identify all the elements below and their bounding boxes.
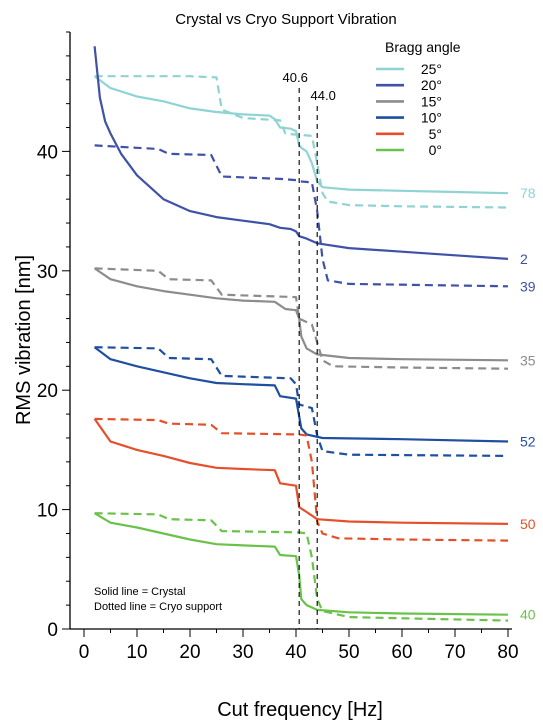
series-line-4-solid: [93, 267, 509, 362]
legend-entry: 15°: [421, 93, 442, 109]
series-end-label: 39: [520, 278, 536, 294]
vertical-lines-group: 40.644.0: [283, 70, 336, 629]
x-axis-label: Cut frequency [Hz]: [217, 699, 383, 721]
vertical-line-label: 44.0: [311, 88, 336, 103]
legend-entry: 5°: [429, 126, 442, 142]
axes-group: 0 10 20 30 40 0 10 20 30 40 50 60 70 80: [37, 31, 519, 663]
series-end-label: 2: [520, 251, 528, 267]
series-line-2-solid: [93, 46, 509, 260]
series-end-label: 35: [520, 352, 536, 368]
series-end-label: 78: [520, 185, 536, 201]
end-labels-group: 78 2 39 35 52 50 40: [520, 185, 536, 622]
y-tick-label: 30: [37, 262, 58, 283]
x-tick-label: 50: [338, 642, 359, 663]
legend-title: Bragg angle: [385, 39, 461, 55]
x-tick-label: 60: [391, 642, 412, 663]
series-end-label: 40: [520, 607, 536, 623]
legend-items: 25°20°15°10°5°0°: [376, 61, 442, 158]
note-dotted-line: Dotted line = Cryo support: [94, 601, 222, 613]
series-line-3-dashed: [94, 144, 509, 288]
y-tick-label: 40: [37, 142, 58, 163]
series-line-5-dashed: [94, 267, 509, 370]
series-line-0-solid: [93, 75, 509, 195]
x-tick-label: 30: [232, 642, 253, 663]
y-axis-label: RMS vibration [nm]: [13, 255, 35, 425]
series-end-label: 52: [520, 434, 536, 450]
x-tick-label: 80: [497, 642, 518, 663]
x-tick-label: 0: [79, 642, 90, 663]
chart-title: Crystal vs Cryo Support Vibration: [175, 11, 396, 28]
vertical-line-label: 40.6: [283, 70, 308, 85]
x-tick-label: 40: [285, 642, 306, 663]
series-line-10-solid: [94, 512, 509, 616]
series-end-label: 50: [520, 516, 536, 532]
legend: Bragg angle 25°20°15°10°5°0°: [376, 39, 461, 158]
series-line-1-dashed: [94, 75, 509, 209]
series-group: [93, 46, 509, 622]
y-ticks: 0 10 20 30 40: [37, 31, 70, 641]
series-line-6-solid: [93, 346, 509, 443]
legend-entry: 0°: [429, 142, 442, 158]
legend-entry: 20°: [421, 77, 442, 93]
x-ticks: 0 10 20 30 40 50 60 70 80: [79, 629, 519, 663]
y-tick-label: 20: [37, 381, 58, 402]
x-tick-label: 70: [444, 642, 465, 663]
x-tick-label: 20: [179, 642, 200, 663]
series-line-9-dashed: [94, 417, 509, 542]
legend-entry: 25°: [421, 61, 442, 77]
legend-entry: 10°: [421, 110, 442, 126]
note-solid-line: Solid line = Crystal: [94, 586, 185, 598]
y-tick-label: 10: [37, 501, 58, 522]
x-tick-label: 10: [126, 642, 147, 663]
series-line-8-solid: [93, 418, 509, 525]
y-tick-label: 0: [47, 620, 58, 641]
